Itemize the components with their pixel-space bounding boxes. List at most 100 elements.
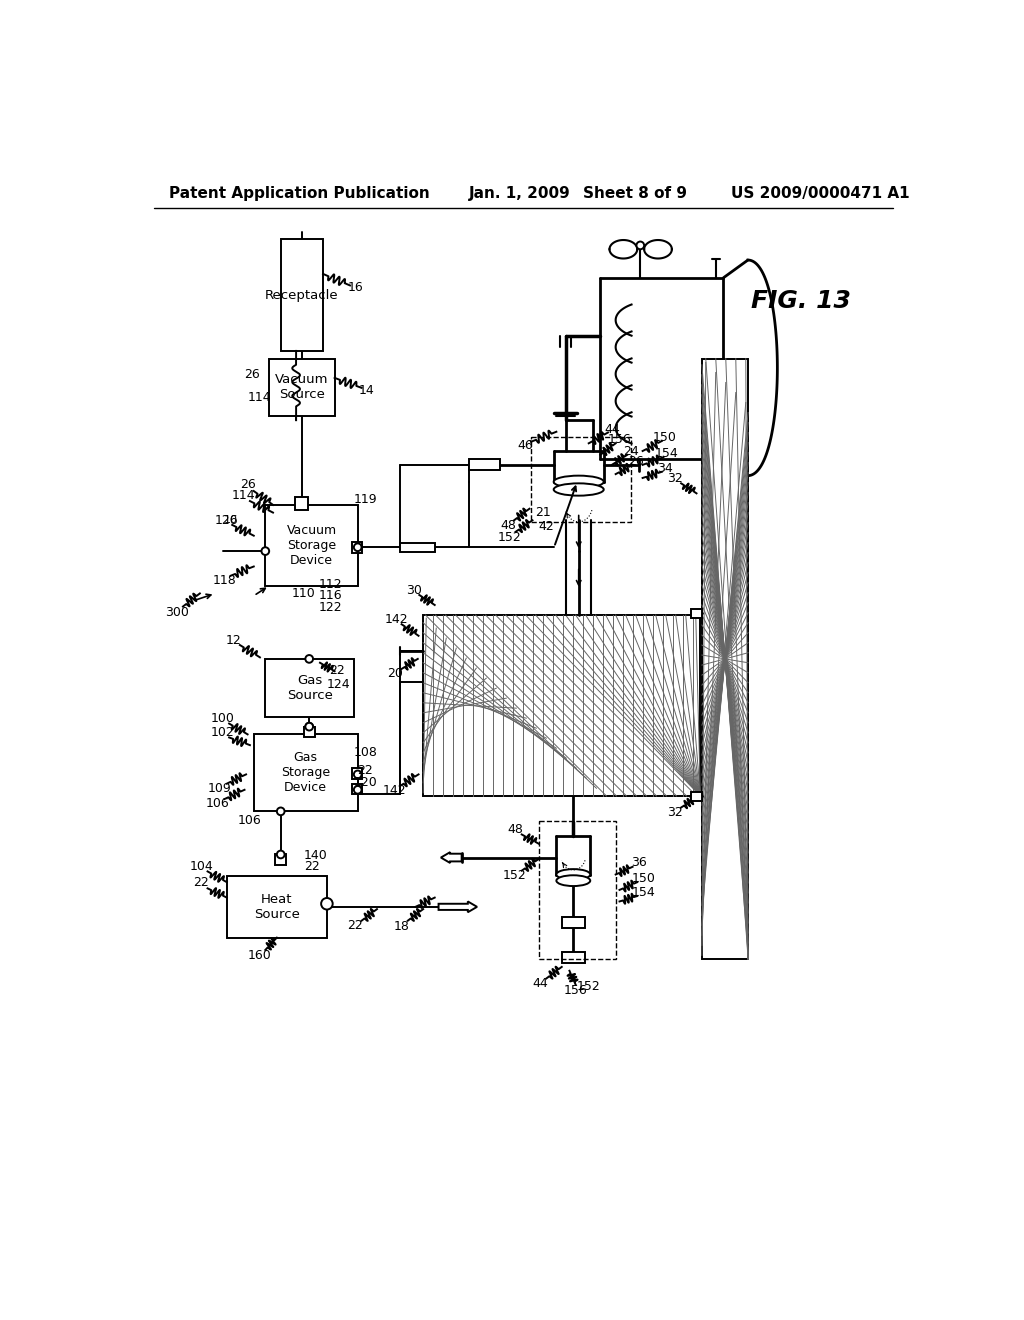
Text: 22: 22 (329, 664, 345, 677)
Text: 22: 22 (194, 876, 209, 890)
Circle shape (305, 723, 313, 730)
Text: 114: 114 (248, 391, 271, 404)
Circle shape (276, 808, 285, 816)
Text: Sheet 8 of 9: Sheet 8 of 9 (584, 186, 687, 201)
Ellipse shape (554, 483, 604, 495)
Text: 150: 150 (632, 871, 655, 884)
Text: 18: 18 (393, 920, 410, 933)
Bar (531, 437, 631, 521)
Text: FIG. 13: FIG. 13 (751, 289, 850, 313)
Bar (226, 876, 327, 937)
Text: 102: 102 (211, 726, 234, 739)
Circle shape (305, 655, 313, 663)
Circle shape (297, 499, 306, 508)
Text: 10: 10 (223, 515, 238, 525)
Text: 118: 118 (213, 574, 237, 587)
Text: 152: 152 (577, 979, 601, 993)
Text: 12: 12 (226, 634, 242, 647)
Circle shape (261, 548, 269, 554)
Text: 116: 116 (318, 589, 343, 602)
Text: Vacuum
Storage
Device: Vacuum Storage Device (287, 524, 337, 566)
Text: 24: 24 (624, 445, 639, 458)
Bar (691, 609, 701, 618)
Text: 36: 36 (631, 857, 646, 870)
Text: 14: 14 (358, 384, 374, 397)
Text: US 2009/0000471 A1: US 2009/0000471 A1 (731, 186, 909, 201)
Text: 152: 152 (498, 531, 521, 544)
Text: 152: 152 (503, 869, 526, 882)
Text: 122: 122 (318, 601, 343, 614)
Text: Vacuum
Source: Vacuum Source (275, 374, 329, 401)
Circle shape (305, 723, 313, 730)
Bar (469, 459, 500, 470)
Text: 26: 26 (245, 367, 260, 380)
Ellipse shape (556, 875, 590, 886)
Bar (265, 506, 357, 586)
Bar (265, 659, 354, 717)
Text: 154: 154 (654, 446, 678, 459)
Text: 16: 16 (347, 281, 364, 294)
Text: 142: 142 (383, 784, 407, 797)
Bar (562, 917, 585, 928)
Circle shape (276, 850, 285, 858)
Bar (562, 952, 585, 964)
Text: 106: 106 (238, 814, 262, 828)
Text: 26: 26 (240, 478, 255, 491)
Ellipse shape (556, 869, 590, 880)
Text: 21: 21 (535, 506, 550, 519)
Text: 110: 110 (292, 587, 315, 601)
Text: Receptacle: Receptacle (265, 289, 339, 301)
Text: 112: 112 (318, 578, 343, 591)
Text: 142: 142 (384, 612, 408, 626)
Text: Gas
Source: Gas Source (287, 673, 333, 702)
Bar (400, 543, 435, 552)
Text: 108: 108 (353, 746, 378, 759)
Bar (254, 734, 357, 812)
Text: 32: 32 (667, 805, 683, 818)
Text: 124: 124 (327, 677, 350, 690)
Text: 154: 154 (632, 886, 655, 899)
Bar (351, 543, 362, 553)
Bar (351, 784, 362, 795)
Text: 32: 32 (667, 473, 683, 486)
Text: 156: 156 (564, 983, 588, 997)
Text: 300: 300 (165, 606, 188, 619)
Text: 119: 119 (353, 492, 377, 506)
Text: 106: 106 (206, 797, 229, 810)
Ellipse shape (322, 898, 333, 909)
Text: 42: 42 (539, 520, 554, 533)
Bar (539, 821, 615, 960)
Circle shape (637, 242, 644, 249)
Text: 109: 109 (208, 781, 231, 795)
Bar (691, 792, 701, 801)
Text: 44: 44 (532, 977, 548, 990)
Text: 126: 126 (215, 513, 239, 527)
FancyArrow shape (438, 902, 477, 912)
Text: 150: 150 (653, 430, 677, 444)
Text: Jan. 1, 2009: Jan. 1, 2009 (469, 186, 571, 201)
Text: 22: 22 (347, 919, 364, 932)
Bar (304, 726, 314, 738)
Text: 140: 140 (303, 849, 328, 862)
Text: Gas
Storage
Device: Gas Storage Device (282, 751, 331, 795)
Ellipse shape (554, 475, 604, 488)
Text: 44: 44 (604, 422, 620, 436)
Text: 114: 114 (232, 490, 256, 502)
Bar (423, 615, 700, 796)
Bar (295, 498, 307, 510)
Text: 46: 46 (517, 440, 532, 453)
Text: 22: 22 (357, 764, 374, 777)
Text: 20: 20 (387, 667, 403, 680)
Text: 48: 48 (500, 519, 516, 532)
Text: 156: 156 (607, 433, 632, 446)
Text: 34: 34 (657, 462, 673, 475)
Bar (351, 768, 362, 779)
FancyArrow shape (441, 853, 462, 863)
Text: 104: 104 (189, 859, 213, 873)
Text: 120: 120 (353, 776, 377, 788)
Text: 160: 160 (248, 949, 271, 962)
Text: 100: 100 (211, 711, 234, 725)
Text: 22: 22 (304, 861, 319, 874)
Circle shape (354, 544, 361, 552)
Text: 26: 26 (629, 455, 644, 469)
